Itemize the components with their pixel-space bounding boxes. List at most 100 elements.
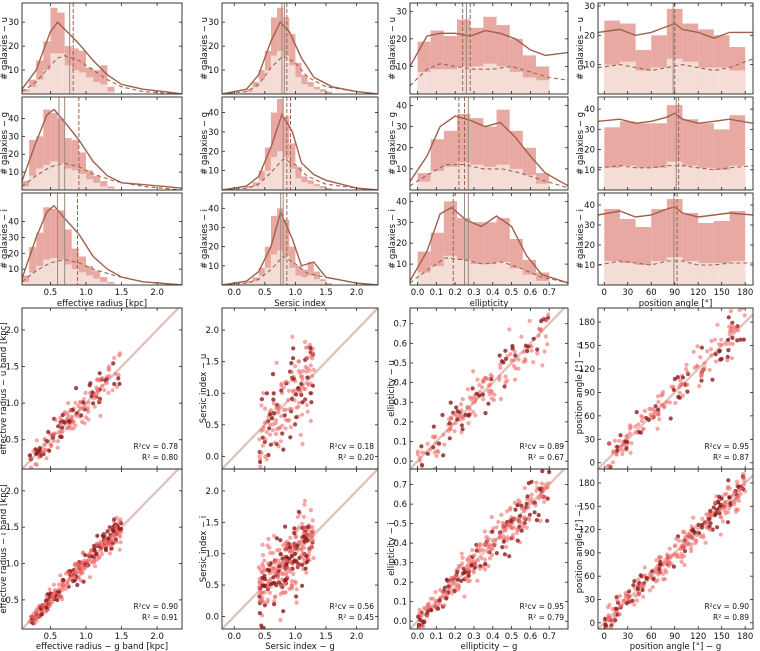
- scatter-point: [681, 539, 686, 544]
- axes-frame: [409, 468, 569, 630]
- scatter-point: [480, 392, 485, 397]
- scatter-point: [504, 544, 509, 550]
- scatter-point: [78, 406, 83, 411]
- scatter-point: [658, 562, 663, 567]
- scatter-point: [610, 606, 615, 612]
- scatter-point: [310, 525, 315, 530]
- scatter-point: [98, 548, 104, 554]
- histogram-bar-secondary: [443, 255, 458, 285]
- histogram-bar-secondary: [107, 188, 115, 190]
- histogram-bar: [50, 7, 58, 94]
- x-tick-label: 0.5: [258, 288, 272, 298]
- scatter-point: [267, 590, 272, 595]
- scatter-point: [27, 453, 33, 458]
- scatter-point: [287, 548, 292, 554]
- scatter-point: [636, 577, 641, 582]
- scatter-point: [44, 456, 49, 461]
- scatter-point: [81, 400, 86, 405]
- scatter-point: [47, 448, 52, 453]
- scatter-point: [278, 592, 283, 597]
- scatter-point: [34, 615, 39, 620]
- scatter-point: [271, 391, 276, 396]
- kde-curve: [22, 108, 182, 189]
- scatter-point: [516, 498, 521, 503]
- scatter-point: [279, 560, 284, 565]
- scatter-point: [34, 608, 39, 613]
- histogram-bar-secondary: [277, 250, 284, 285]
- scatter-point: [494, 551, 499, 556]
- scatter-point: [92, 404, 97, 409]
- scatter-point: [291, 571, 296, 577]
- histogram-bar-secondary: [86, 77, 94, 94]
- scatter-point: [724, 342, 729, 347]
- r2-annotation: R² = 0.45: [338, 613, 374, 622]
- scatter-point: [698, 534, 703, 539]
- scatter-point: [307, 548, 312, 554]
- scatter-point: [479, 556, 484, 561]
- scatter-point: [480, 378, 485, 383]
- scatter-point: [500, 545, 505, 550]
- x-axis-label: position angle [°]: [639, 299, 713, 309]
- r2-annotation: R² = 0.91: [142, 613, 178, 622]
- scatter-point: [92, 543, 97, 548]
- scatter-point: [632, 579, 637, 584]
- scatter-point: [266, 536, 271, 542]
- scatter-point: [459, 402, 464, 407]
- scatter-point: [527, 318, 532, 324]
- y-tick-label: 30: [208, 128, 219, 138]
- histogram-bar: [71, 139, 79, 190]
- x-axis-label: Sersic index: [274, 299, 326, 309]
- scatter-point: [280, 577, 285, 582]
- scatter-point: [58, 573, 63, 578]
- scatter-point: [725, 358, 730, 363]
- scatter-point: [80, 570, 85, 575]
- scatter-point: [260, 542, 265, 547]
- scatter-point: [302, 386, 307, 392]
- scatter-point: [505, 378, 510, 383]
- scatter-point: [735, 507, 741, 512]
- scatter-point: [684, 367, 689, 372]
- scatter-point: [477, 382, 482, 388]
- scatter-point: [422, 620, 427, 625]
- histogram-bar-secondary: [682, 261, 699, 285]
- scatter-point: [662, 577, 668, 582]
- scatter-point: [664, 570, 669, 575]
- histogram-bar-secondary: [604, 261, 620, 285]
- scatter-point: [287, 418, 292, 423]
- y-tick-label: 0.5: [5, 596, 19, 606]
- y-tick-label: 10: [584, 261, 595, 271]
- scatter-point: [440, 412, 445, 418]
- histogram-panel: [597, 2, 754, 95]
- scatter-point: [523, 358, 528, 364]
- kde-curve: [598, 206, 753, 218]
- scatter-point: [682, 530, 687, 535]
- scatter-point: [617, 593, 623, 599]
- scatter-point: [100, 376, 105, 381]
- y-tick-label: 30: [584, 125, 595, 135]
- histogram-bar: [29, 246, 37, 285]
- scatter-point: [441, 453, 446, 458]
- x-tick-label: 1.0: [79, 632, 93, 642]
- scatter-point: [685, 389, 690, 394]
- histogram-bar: [277, 208, 284, 285]
- scatter-point: [260, 562, 265, 567]
- histogram-bar-secondary: [246, 283, 253, 285]
- scatter-point: [634, 410, 639, 415]
- histogram-bar: [277, 98, 284, 190]
- scatter-point: [742, 313, 747, 318]
- scatter-point: [629, 441, 634, 446]
- scatter-point: [510, 535, 515, 541]
- histogram-bar-secondary: [682, 61, 699, 94]
- y-tick-label: 90: [584, 388, 595, 398]
- r2-cv-annotation: R²cv = 0.56: [329, 602, 374, 611]
- scatter-point: [714, 359, 719, 364]
- scatter-point: [736, 484, 741, 489]
- axes-frame: [21, 192, 183, 286]
- scatter-point: [263, 406, 268, 411]
- histogram-bar-secondary: [457, 162, 471, 190]
- scatter-point: [44, 605, 49, 610]
- y-tick-label: 0.3: [393, 559, 407, 569]
- scatter-point: [510, 343, 515, 349]
- histogram-bar-secondary: [107, 283, 115, 285]
- scatter-point: [682, 562, 687, 568]
